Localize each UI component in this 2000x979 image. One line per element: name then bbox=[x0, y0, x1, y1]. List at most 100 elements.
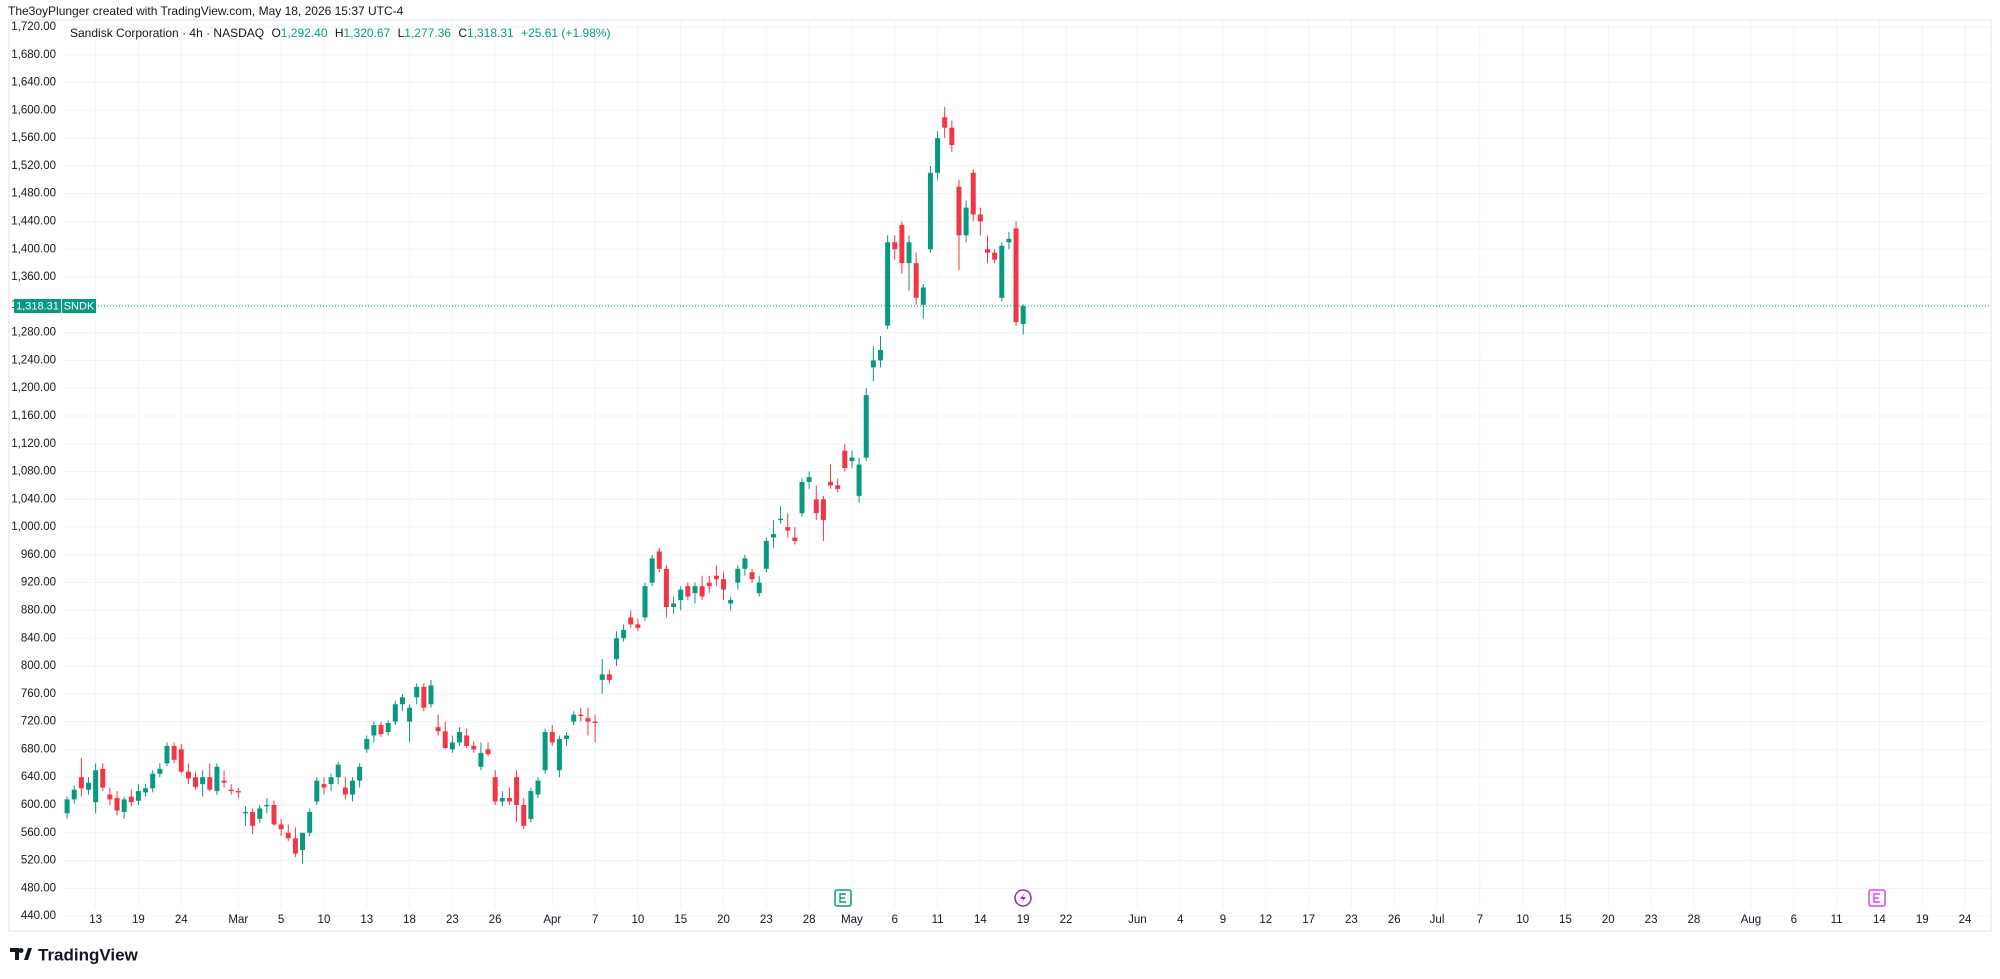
y-tick-label: 960.00 bbox=[21, 549, 56, 561]
candle-body bbox=[93, 770, 99, 803]
h-label: H bbox=[335, 26, 344, 40]
legend: Sandisk Corporation · 4h · NASDAQ O1,292… bbox=[70, 26, 610, 40]
x-tick-label: Apr bbox=[543, 914, 561, 926]
x-tick-label: 20 bbox=[1602, 914, 1615, 926]
candle-body bbox=[349, 780, 355, 795]
candle-body bbox=[785, 527, 791, 531]
y-tick-label: 1,360.00 bbox=[11, 271, 56, 283]
y-tick-label: 680.00 bbox=[21, 743, 56, 755]
candle-body bbox=[171, 745, 177, 760]
candle-body bbox=[207, 777, 213, 790]
candle-body bbox=[770, 534, 776, 538]
y-tick-label: 1,240.00 bbox=[11, 354, 56, 366]
x-tick-label: 14 bbox=[974, 914, 987, 926]
candle-body bbox=[514, 777, 520, 805]
x-tick-label: 24 bbox=[175, 914, 188, 926]
candle-body bbox=[835, 485, 841, 489]
candle-body bbox=[300, 832, 306, 851]
candle-body bbox=[121, 799, 127, 812]
candle-body bbox=[285, 832, 291, 839]
candle-body bbox=[321, 784, 327, 788]
y-tick-label: 840.00 bbox=[21, 632, 56, 644]
candle-body bbox=[278, 824, 284, 830]
candle-body bbox=[235, 791, 241, 793]
x-tick-label: 23 bbox=[446, 914, 459, 926]
candle-body bbox=[713, 575, 719, 580]
candle-body bbox=[242, 811, 248, 814]
grid bbox=[62, 20, 1990, 917]
x-tick-label: 15 bbox=[1559, 914, 1572, 926]
y-tick-label: 1,040.00 bbox=[11, 493, 56, 505]
y-tick-label: 520.00 bbox=[21, 855, 56, 867]
candle-body bbox=[164, 745, 170, 764]
candle-body bbox=[820, 499, 826, 521]
candle-body bbox=[257, 808, 263, 819]
x-tick-label: 10 bbox=[318, 914, 331, 926]
candle-body bbox=[963, 207, 969, 236]
candle-body bbox=[656, 551, 662, 569]
candle-body bbox=[392, 704, 398, 722]
candle-body bbox=[492, 777, 498, 802]
candle-body bbox=[114, 798, 120, 811]
candle-body bbox=[85, 782, 91, 790]
candle-body bbox=[927, 172, 933, 250]
y-tick-label: 1,600.00 bbox=[11, 104, 56, 116]
candle-body bbox=[642, 586, 648, 618]
candle-body bbox=[71, 789, 77, 800]
candle-body bbox=[913, 263, 919, 298]
candle-body bbox=[556, 738, 562, 771]
candle-body bbox=[378, 725, 384, 735]
x-tick-label: 6 bbox=[892, 914, 898, 926]
last-price-label: 1,318.31 bbox=[16, 300, 59, 312]
x-tick-label: 19 bbox=[1017, 914, 1030, 926]
y-tick-label: 720.00 bbox=[21, 716, 56, 728]
candle-body bbox=[250, 811, 256, 826]
x-tick-label: 28 bbox=[803, 914, 816, 926]
candle-body bbox=[813, 499, 819, 514]
candle-body bbox=[985, 249, 991, 253]
y-tick-label: 1,480.00 bbox=[11, 188, 56, 200]
candle-body bbox=[999, 245, 1005, 298]
candle-body bbox=[364, 738, 370, 750]
candle-body bbox=[706, 582, 712, 587]
candle-body bbox=[685, 586, 691, 597]
candle-body bbox=[749, 572, 755, 580]
x-tick-label: 13 bbox=[360, 914, 373, 926]
candle-body bbox=[977, 214, 983, 222]
candle-body bbox=[264, 804, 270, 807]
c-value: 1,318.31 bbox=[467, 26, 514, 40]
x-tick-label: 19 bbox=[1916, 914, 1929, 926]
candle-body bbox=[699, 586, 705, 597]
x-tick-label: 26 bbox=[1388, 914, 1401, 926]
candle-body bbox=[678, 589, 684, 601]
x-tick-label: 17 bbox=[1302, 914, 1315, 926]
candle-body bbox=[892, 242, 898, 250]
candle-body bbox=[585, 718, 591, 722]
l-value: 1,277.36 bbox=[404, 26, 451, 40]
candle-body bbox=[992, 252, 998, 260]
x-tick-label: 20 bbox=[717, 914, 730, 926]
candle-body bbox=[592, 721, 598, 723]
y-tick-label: 1,560.00 bbox=[11, 132, 56, 144]
last-price-tag bbox=[14, 298, 61, 313]
y-tick-label: 880.00 bbox=[21, 604, 56, 616]
candle-body bbox=[100, 768, 106, 788]
candle-body bbox=[1013, 228, 1019, 323]
y-tick-label: 560.00 bbox=[21, 827, 56, 839]
earnings-icon-future bbox=[1868, 889, 1886, 907]
candle-body bbox=[542, 732, 548, 771]
x-tick-label: 26 bbox=[489, 914, 502, 926]
candle-body bbox=[628, 617, 634, 625]
candle-body bbox=[357, 766, 363, 781]
candle-body bbox=[877, 349, 883, 361]
y-tick-label: 1,120.00 bbox=[11, 438, 56, 450]
candle-body bbox=[649, 558, 655, 583]
candle-body bbox=[942, 117, 948, 128]
candle-body bbox=[200, 777, 206, 785]
candle-body bbox=[799, 481, 805, 514]
credit: The3oyPlunger created with TradingView.c… bbox=[8, 4, 404, 18]
candle-body bbox=[1006, 238, 1012, 243]
candle-body bbox=[906, 242, 912, 264]
y-tick-label: 640.00 bbox=[21, 771, 56, 783]
candle-body bbox=[399, 697, 405, 705]
